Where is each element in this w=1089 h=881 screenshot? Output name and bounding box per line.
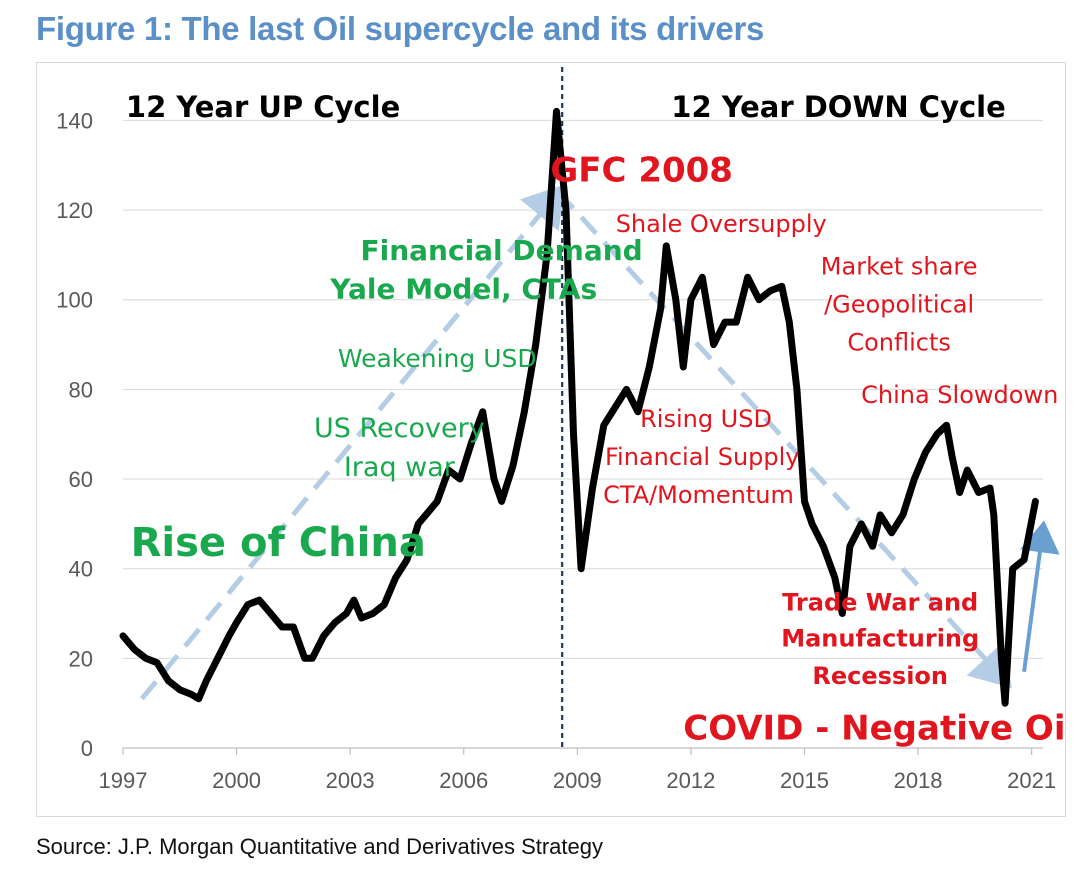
source-note: Source: J.P. Morgan Quantitative and Der… [36,834,603,859]
annotation-label: US Recovery [314,413,485,444]
annotation-label: CTA/Momentum [603,481,794,509]
trend-arrow-1 [139,184,565,701]
annotations: 12 Year UP Cycle 12 Year DOWN Cycle GFC 20… [126,90,1067,748]
y-tick-label: 60 [69,467,93,492]
figure-title: Figure 1: The last Oil supercycle and it… [36,10,765,47]
annotation-label: Weakening USD [338,344,537,373]
annotation-label: Yale Model, CTAs [329,272,597,305]
y-tick-label: 100 [56,288,93,313]
x-tick-label: 2015 [780,768,829,793]
annotation-label: Trade War and [782,589,978,617]
annotation-label: GFC 2008 [550,151,733,191]
x-tick-label: 1997 [99,768,148,793]
annotation-label: Rise of China [131,520,426,566]
annotation-label: Conflicts [847,329,951,357]
annotation-label: Manufacturing [781,625,979,653]
x-tick-label: 2003 [326,768,375,793]
grid-lines [123,119,1043,659]
annotation-label: Financial Demand [360,234,642,267]
x-tick-label: 2006 [439,768,488,793]
x-tick-label: 2000 [212,768,261,793]
price-line [119,107,1039,707]
chart-frame: 0 20 40 60 80 100 120 140 1997 2000 2003 2006 2009 20… [36,62,1067,817]
trend-arrows [139,184,1060,701]
rebound-arrow [1020,520,1060,673]
oil-price-chart: 0 20 40 60 80 100 120 140 1997 2000 2003 2006 2009 20… [56,67,1067,793]
y-tick-label: 120 [56,198,93,223]
x-tick-label: 2009 [553,768,602,793]
annotation-label: Financial Supply [605,443,800,471]
annotation-label: Shale Oversupply [616,210,827,238]
y-tick-label: 140 [56,108,93,133]
cycle-label: 12 Year UP Cycle [126,90,400,124]
annotation-label: Recession [812,662,948,690]
price-series [119,107,1039,707]
x-tick-label: 2018 [894,768,943,793]
annotation-label: /Geopolitical [824,291,974,319]
annotation-label: China Slowdown [861,381,1058,409]
annotation-label: Rising USD [640,405,772,433]
annotation-label: Market share [821,253,978,281]
annotation-label: Iraq war [344,452,456,483]
y-tick-label: 20 [69,646,93,671]
annotation-label: COVID - Negative Oil [683,708,1067,748]
x-tick-label: 2012 [666,768,715,793]
trend-arrow-2 [556,190,1012,689]
y-tick-label: 0 [81,736,93,761]
y-tick-label: 80 [69,377,93,402]
cycle-label: 12 Year DOWN Cycle [671,90,1006,124]
axes: 0 20 40 60 80 100 120 140 1997 2000 2003 2006 2009 20… [56,108,1056,793]
x-tick-label: 2021 [1007,768,1056,793]
y-tick-label: 40 [69,557,93,582]
